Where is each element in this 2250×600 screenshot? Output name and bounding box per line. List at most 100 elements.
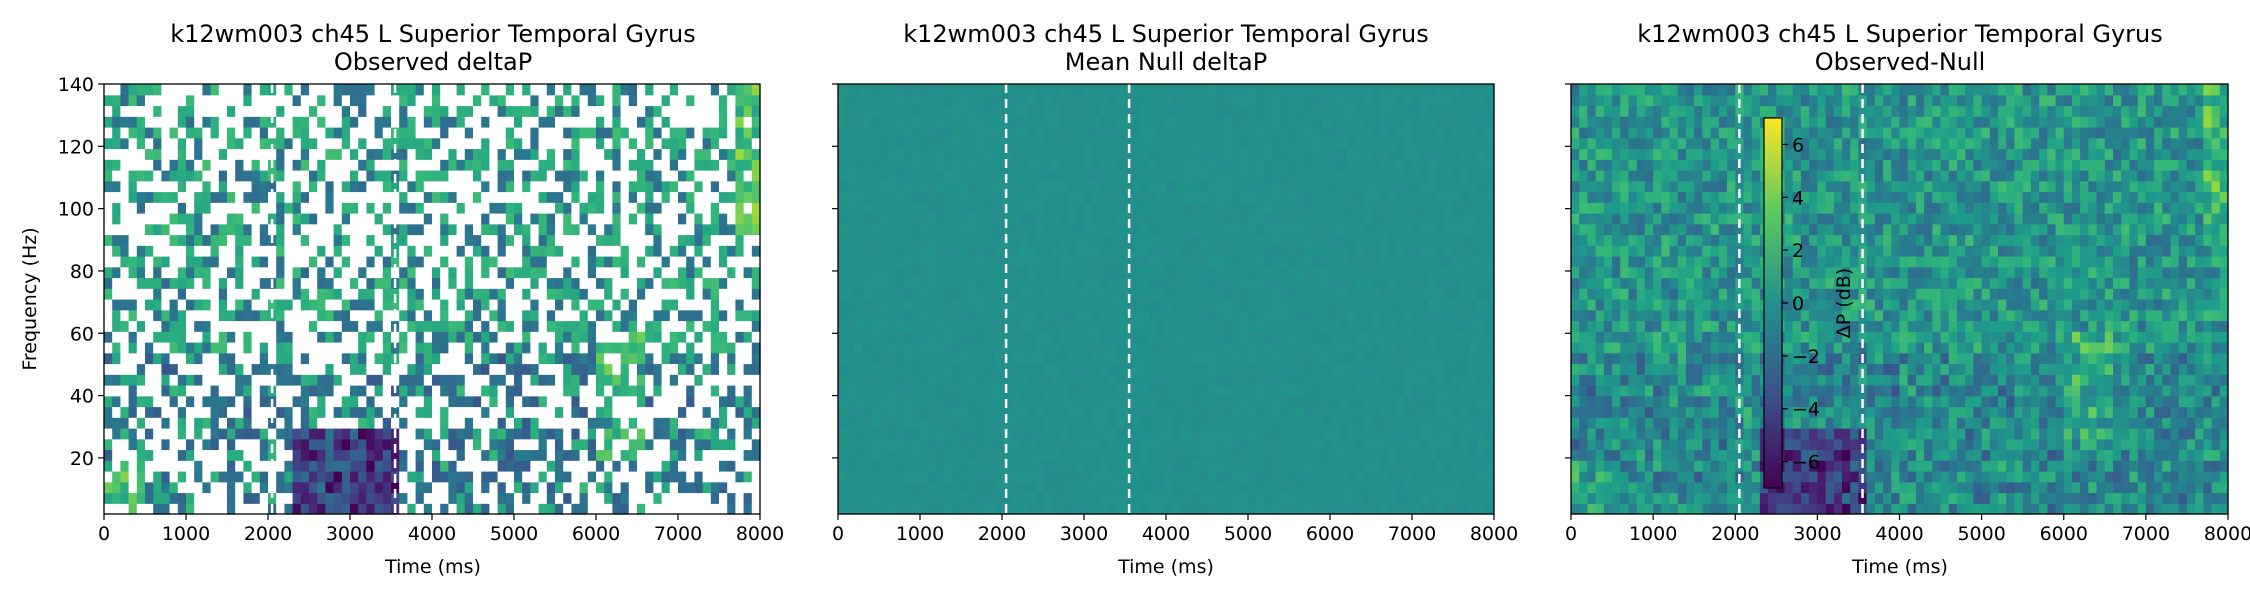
heatmap-cell bbox=[1043, 503, 1052, 515]
heatmap-cell bbox=[838, 503, 847, 515]
heatmap-cell bbox=[579, 309, 589, 322]
heatmap-cell bbox=[120, 428, 130, 440]
heatmap-cell bbox=[423, 191, 433, 203]
heatmap-cell bbox=[838, 159, 847, 171]
heatmap-cell bbox=[210, 170, 220, 182]
heatmap-cell bbox=[604, 256, 613, 268]
heatmap-cell bbox=[210, 148, 220, 160]
heatmap-cell bbox=[928, 127, 937, 139]
heatmap-cell bbox=[1141, 449, 1151, 461]
heatmap-cell bbox=[669, 266, 679, 279]
heatmap-cell bbox=[870, 417, 880, 429]
heatmap-cell bbox=[620, 84, 630, 96]
heatmap-cell bbox=[1116, 94, 1126, 107]
heatmap-cell bbox=[1174, 492, 1183, 504]
heatmap-cell bbox=[415, 116, 425, 128]
heatmap-cell bbox=[735, 213, 745, 225]
heatmap-cell bbox=[1190, 223, 1200, 236]
heatmap-cell bbox=[1059, 148, 1069, 160]
heatmap-cell bbox=[628, 127, 638, 139]
heatmap-cell bbox=[719, 234, 728, 246]
heatmap-cell bbox=[309, 352, 318, 365]
heatmap-cell bbox=[985, 159, 995, 171]
heatmap-cell bbox=[333, 395, 343, 408]
heatmap-cell bbox=[911, 503, 921, 515]
heatmap-cell bbox=[719, 492, 728, 504]
heatmap-cell bbox=[596, 428, 605, 440]
heatmap-cell bbox=[862, 352, 872, 365]
heatmap-cell bbox=[259, 137, 269, 150]
heatmap-cell bbox=[530, 116, 540, 128]
heatmap-cell bbox=[546, 385, 556, 397]
heatmap-cell bbox=[604, 471, 613, 483]
heatmap-cell bbox=[136, 159, 146, 171]
heatmap-cell bbox=[317, 94, 326, 107]
heatmap-cell bbox=[153, 277, 162, 289]
heatmap-cell bbox=[1141, 471, 1151, 483]
heatmap-cell bbox=[645, 288, 654, 300]
heatmap-cell bbox=[694, 449, 704, 461]
heatmap-cell bbox=[128, 288, 138, 300]
heatmap-cell bbox=[128, 213, 138, 225]
heatmap-cell bbox=[1043, 374, 1052, 386]
heatmap-cell bbox=[735, 331, 745, 343]
heatmap-cell bbox=[653, 449, 663, 461]
heatmap-cell bbox=[838, 438, 847, 451]
heatmap-cell bbox=[637, 492, 646, 504]
heatmap-cell bbox=[399, 449, 408, 461]
heatmap-cell bbox=[423, 374, 433, 386]
heatmap-cell bbox=[702, 471, 712, 483]
heatmap-cell bbox=[505, 266, 515, 279]
heatmap-cell bbox=[153, 417, 162, 429]
heatmap-cell bbox=[1059, 417, 1069, 429]
heatmap-cell bbox=[374, 471, 384, 483]
heatmap-cell bbox=[977, 288, 987, 300]
heatmap-cell bbox=[1190, 342, 1200, 354]
heatmap-cell bbox=[579, 191, 589, 203]
heatmap-cell bbox=[546, 492, 556, 504]
heatmap-cell bbox=[719, 245, 728, 257]
heatmap-cell bbox=[407, 492, 417, 504]
heatmap-cell bbox=[153, 406, 162, 418]
heatmap-cell bbox=[903, 256, 913, 268]
heatmap-cell bbox=[751, 180, 761, 193]
heatmap-cell bbox=[432, 503, 441, 515]
heatmap-cell bbox=[300, 406, 310, 418]
heatmap-cell bbox=[456, 256, 466, 268]
heatmap-cell bbox=[366, 277, 376, 289]
heatmap-cell bbox=[694, 395, 704, 408]
heatmap-cell bbox=[993, 94, 1003, 107]
heatmap-cell bbox=[612, 266, 622, 279]
heatmap-cell bbox=[1141, 266, 1151, 279]
heatmap-cell bbox=[1010, 277, 1019, 289]
heatmap-cell bbox=[1133, 492, 1142, 504]
heatmap-cell bbox=[936, 234, 946, 246]
heatmap-cell bbox=[473, 223, 482, 236]
heatmap-cell bbox=[505, 428, 515, 440]
heatmap-cell bbox=[879, 309, 888, 322]
heatmap-cell bbox=[887, 170, 896, 182]
heatmap-cell bbox=[161, 266, 171, 279]
y-tick-label: 120 bbox=[58, 136, 94, 158]
heatmap-cell bbox=[284, 471, 294, 483]
heatmap-cell bbox=[268, 223, 277, 236]
heatmap-cell bbox=[928, 331, 937, 343]
heatmap-cell bbox=[879, 94, 888, 107]
heatmap-cell bbox=[678, 191, 687, 203]
heatmap-cell bbox=[481, 352, 490, 365]
heatmap-cell bbox=[399, 170, 408, 182]
heatmap-cell bbox=[969, 352, 978, 365]
heatmap-cell bbox=[612, 116, 622, 128]
heatmap-cell bbox=[887, 223, 896, 236]
heatmap-cell bbox=[1067, 492, 1077, 504]
heatmap-cell bbox=[1092, 116, 1101, 128]
heatmap-cell bbox=[1034, 234, 1044, 246]
heatmap-cell bbox=[464, 116, 474, 128]
heatmap-cell bbox=[1108, 309, 1118, 322]
heatmap-cell bbox=[628, 266, 638, 279]
heatmap-cell bbox=[743, 299, 753, 311]
heatmap-cell bbox=[694, 127, 704, 139]
heatmap-cell bbox=[1084, 481, 1093, 494]
heatmap-cell bbox=[719, 460, 728, 472]
heatmap-cell bbox=[1149, 299, 1159, 311]
